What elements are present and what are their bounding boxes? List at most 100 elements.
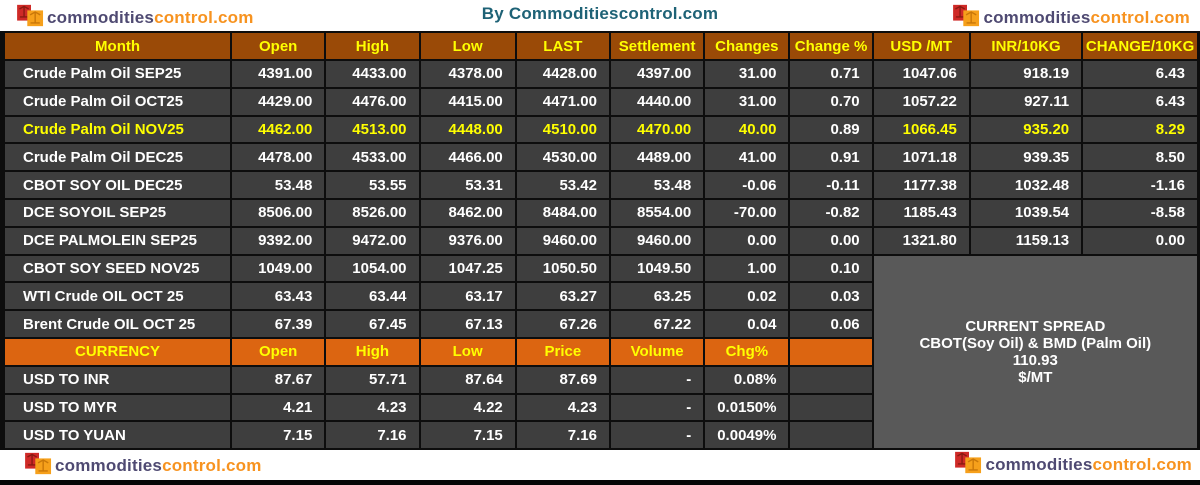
top-bar: commoditiescontrol.com By Commoditiescon…	[0, 0, 1200, 31]
column-header: LAST	[514, 31, 612, 61]
value-cell: 0.00	[703, 225, 791, 256]
value-cell: 4429.00	[230, 86, 327, 117]
value-cell: 0.0150%	[703, 392, 791, 423]
scales-logo-icon	[954, 450, 984, 480]
value-cell: 0.10	[788, 253, 874, 284]
futures-table-header: Month Open High Low LAST Settlement Changes Cha…	[1, 31, 1200, 61]
value-cell: 4513.00	[324, 114, 421, 145]
futures-row: DCE SOYOIL SEP25 8506.00 8526.00 8462.00 848…	[1, 197, 1200, 228]
commoditiescontrol-logo: commoditiescontrol.com	[952, 3, 1190, 33]
commoditiescontrol-logo: commoditiescontrol.com	[24, 451, 262, 481]
value-cell: 4.23	[514, 392, 612, 423]
value-cell: 0.00	[1081, 225, 1200, 256]
commoditiescontrol-logo: commoditiescontrol.com	[16, 3, 254, 33]
value-cell: 0.02	[703, 281, 791, 312]
column-header: Chg%	[703, 336, 791, 367]
value-cell: 4428.00	[514, 59, 612, 89]
value-cell: 4.22	[418, 392, 517, 423]
value-cell: 1049.00	[230, 253, 327, 284]
value-cell: 87.67	[230, 364, 327, 395]
value-cell: 63.25	[608, 281, 706, 312]
value-cell: 1032.48	[968, 170, 1084, 200]
logo-text: commoditiescontrol.com	[47, 8, 254, 27]
value-cell: 9392.00	[230, 225, 327, 256]
scales-logo-icon	[952, 3, 982, 33]
value-cell: 939.35	[968, 142, 1084, 173]
value-cell: 63.17	[418, 281, 517, 312]
value-cell: 8484.00	[514, 197, 612, 228]
logo-text: commoditiescontrol.com	[55, 456, 262, 476]
column-header: Settlement	[608, 31, 706, 61]
value-cell: 4478.00	[230, 142, 327, 173]
scales-logo-icon	[16, 3, 46, 33]
currency-pair-cell: USD TO MYR	[1, 392, 233, 423]
value-cell: 4533.00	[324, 142, 421, 173]
futures-row: Crude Palm Oil NOV25 4462.00 4513.00 4448.0…	[1, 114, 1200, 145]
value-cell: 67.22	[608, 309, 706, 339]
value-cell: 0.04	[703, 309, 791, 339]
futures-row: Crude Palm Oil SEP25 4391.00 4433.00 4378.0…	[1, 59, 1200, 89]
value-cell: 9376.00	[418, 225, 517, 256]
column-header: CURRENCY	[1, 336, 233, 367]
value-cell: 4510.00	[514, 114, 612, 145]
value-cell: 7.16	[514, 420, 612, 451]
instrument-cell: Crude Palm Oil SEP25	[1, 59, 233, 89]
value-cell: 9460.00	[608, 225, 706, 256]
futures-row: Crude Palm Oil OCT25 4429.00 4476.00 4415.0…	[1, 86, 1200, 117]
instrument-cell: CBOT SOY OIL DEC25	[1, 170, 233, 200]
value-cell: 1047.06	[871, 59, 971, 89]
column-header: High	[324, 336, 421, 367]
column-header: High	[324, 31, 421, 61]
spread-line: 110.93	[1012, 351, 1058, 369]
value-cell: 87.69	[514, 364, 612, 395]
futures-row: CBOT SOY OIL DEC25 53.48 53.55 53.31 53.42 53…	[1, 170, 1200, 200]
value-cell: 4476.00	[324, 86, 421, 117]
value-cell: 1159.13	[968, 225, 1084, 256]
value-cell: 53.55	[324, 170, 421, 200]
logo-text: commoditiescontrol.com	[985, 455, 1192, 475]
value-cell: -	[608, 420, 706, 451]
currency-header-row: CURRENCY Open High Low Price Volume Chg%	[1, 336, 1199, 367]
currency-row: USD TO INR 87.67 57.71 87.64 87.69-0.08%	[1, 364, 1199, 395]
value-cell: 4.23	[324, 392, 421, 423]
value-cell: 4462.00	[230, 114, 327, 145]
futures-header-row: Month Open High Low LAST Settlement Changes Cha…	[1, 31, 1200, 61]
value-cell: 53.31	[418, 170, 517, 200]
empty-cell	[788, 364, 874, 395]
value-cell: 0.71	[788, 59, 874, 89]
value-cell: 6.43	[1081, 59, 1200, 89]
value-cell: 41.00	[703, 142, 791, 173]
futures-row: Brent Crude OIL OCT 25 67.39 67.45 67.13 67.…	[1, 309, 1199, 339]
value-cell: 31.00	[703, 86, 791, 117]
value-cell: -70.00	[703, 197, 791, 228]
value-cell: 935.20	[968, 114, 1084, 145]
value-cell: 918.19	[968, 59, 1084, 89]
value-cell: 67.45	[324, 309, 421, 339]
instrument-cell: DCE SOYOIL SEP25	[1, 197, 233, 228]
value-cell: 1049.50	[608, 253, 706, 284]
instrument-cell: Brent Crude OIL OCT 25	[1, 309, 233, 339]
value-cell: -1.16	[1081, 170, 1200, 200]
instrument-cell: DCE PALMOLEIN SEP25	[1, 225, 233, 256]
value-cell: 67.13	[418, 309, 517, 339]
value-cell: 31.00	[703, 59, 791, 89]
instrument-cell: CBOT SOY SEED NOV25	[1, 253, 233, 284]
value-cell: 0.08%	[703, 364, 791, 395]
instrument-cell: Crude Palm Oil OCT25	[1, 86, 233, 117]
value-cell: 8506.00	[230, 197, 327, 228]
value-cell: 1177.38	[871, 170, 971, 200]
value-cell: 1066.45	[871, 114, 971, 145]
value-cell: 0.89	[788, 114, 874, 145]
empty-cell	[788, 420, 874, 451]
column-header: Volume	[608, 336, 706, 367]
value-cell: 4.21	[230, 392, 327, 423]
value-cell: 67.26	[514, 309, 612, 339]
value-cell: 63.27	[514, 281, 612, 312]
value-cell: 0.03	[788, 281, 874, 312]
column-header: USD /MT	[871, 31, 971, 61]
instrument-cell: Crude Palm Oil NOV25	[1, 114, 233, 145]
column-header: Open	[230, 336, 327, 367]
value-cell: 4433.00	[324, 59, 421, 89]
value-cell: 7.15	[418, 420, 517, 451]
column-header: CHANGE/10KG	[1081, 31, 1200, 61]
